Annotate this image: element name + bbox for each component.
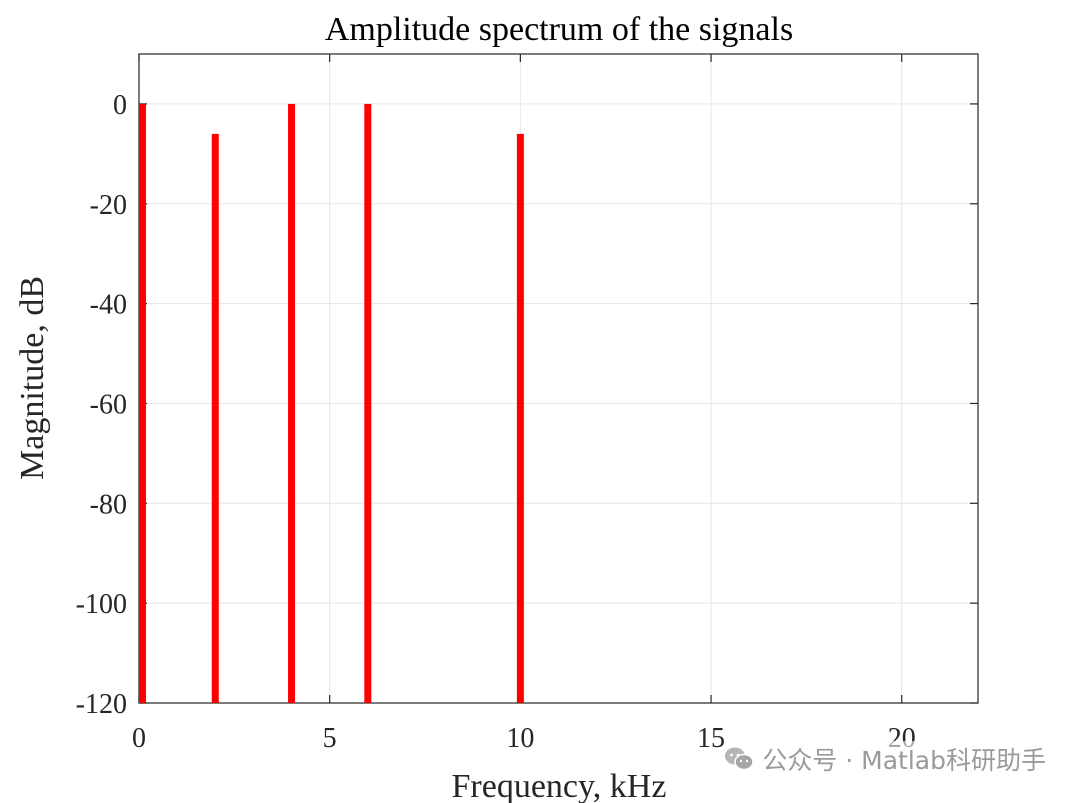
watermark: 公众号 · Matlab科研助手 xyxy=(724,741,1046,777)
y-axis-label: Magnitude, dB xyxy=(14,276,51,480)
x-tick-label: 0 xyxy=(132,723,146,754)
spectrum-bar xyxy=(288,103,296,703)
x-axis-label: Frequency, kHz xyxy=(452,768,667,803)
wechat-icon xyxy=(725,747,755,771)
y-tick-label: -60 xyxy=(90,389,127,420)
spectrum-bar xyxy=(139,103,146,703)
watermark-text: 公众号 · Matlab科研助手 xyxy=(762,746,1046,775)
y-tick-label: -80 xyxy=(90,489,127,520)
chart-title: Amplitude spectrum of the signals xyxy=(325,11,793,48)
y-tick-label: -100 xyxy=(76,589,127,620)
y-tick-label: -120 xyxy=(76,689,127,720)
spectrum-bar xyxy=(211,133,219,703)
x-tick-label: 5 xyxy=(323,723,337,754)
axis-ticks: 0 5 10 15 200-20-40-60-80-100-120 xyxy=(76,54,978,754)
y-tick-label: -20 xyxy=(90,190,127,221)
spectrum-bar xyxy=(516,133,524,703)
x-tick-label: 15 xyxy=(697,723,725,754)
spectrum-bar xyxy=(364,103,372,703)
spectrum-bars xyxy=(139,103,524,703)
x-tick-label: 10 xyxy=(506,723,534,754)
y-tick-label: -40 xyxy=(90,290,127,321)
y-tick-label: 0 xyxy=(113,90,127,121)
